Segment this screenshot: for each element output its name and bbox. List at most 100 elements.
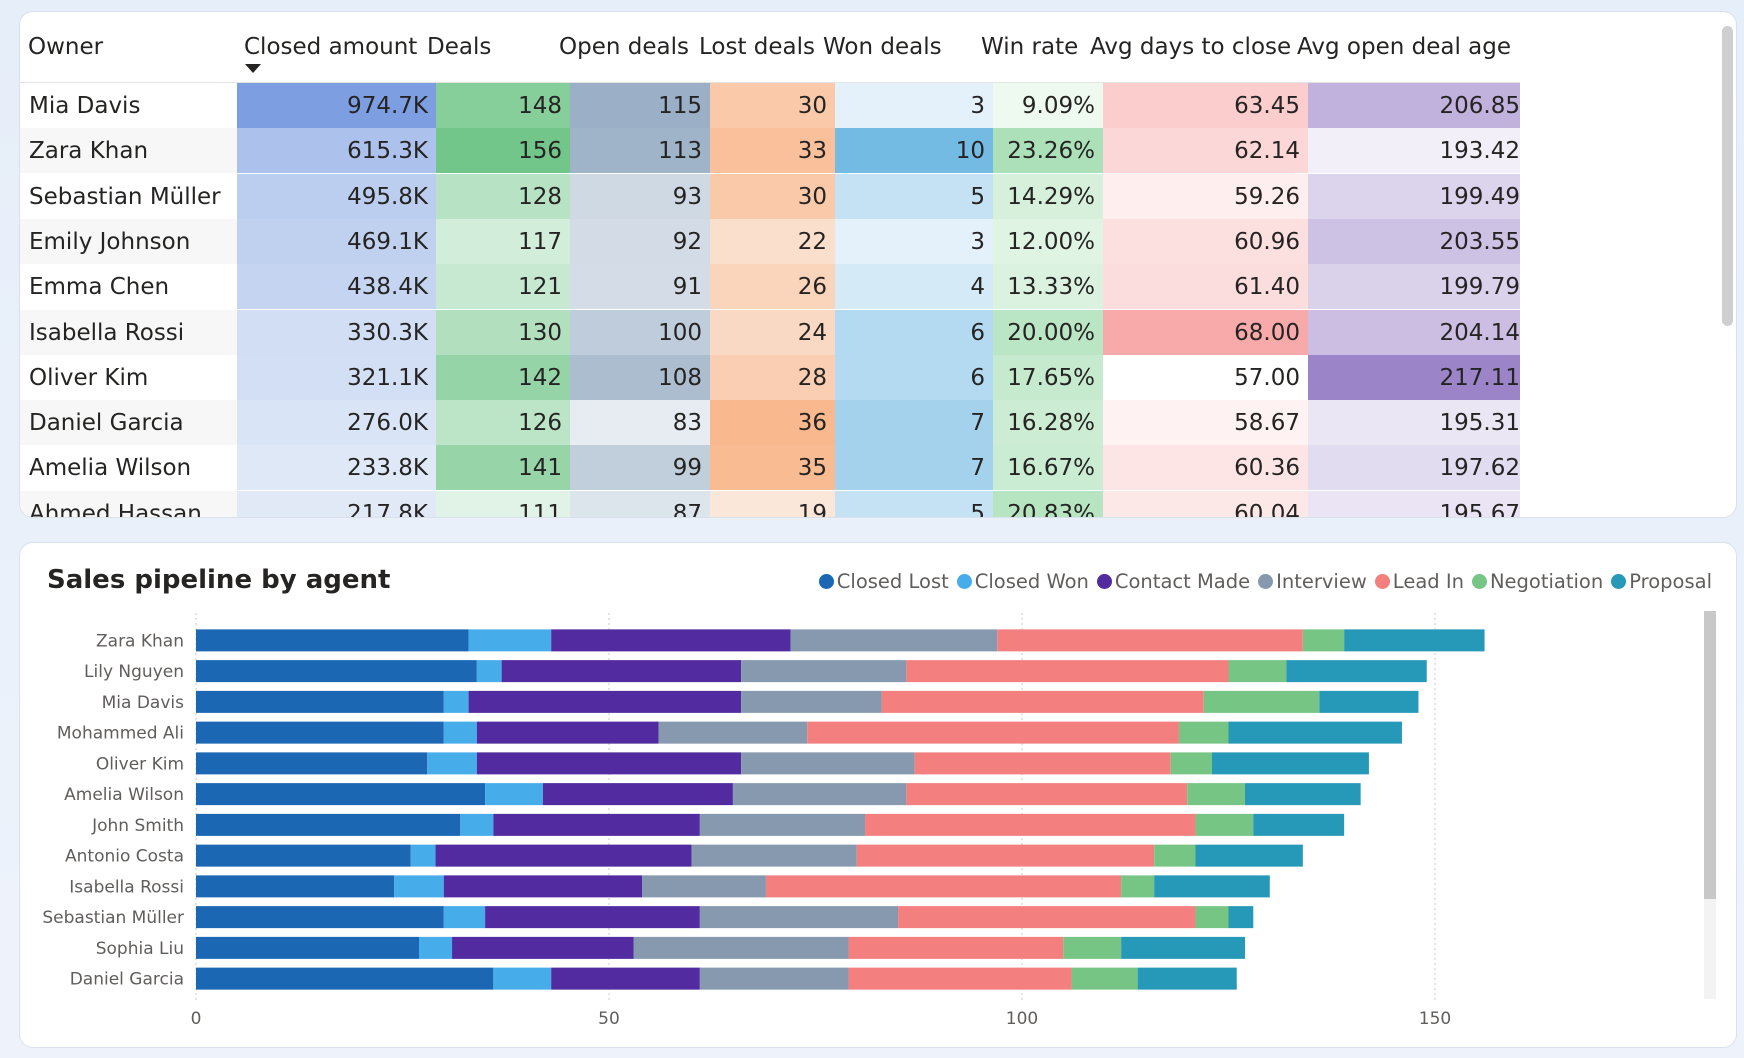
bar-segment-closed-won[interactable] — [468, 629, 552, 652]
column-header-win-rate[interactable]: Win rate — [981, 34, 1079, 60]
column-header-lost[interactable]: Lost deals — [699, 34, 816, 60]
bar-segment-closed-lost[interactable] — [196, 844, 411, 867]
chart-legend[interactable]: Closed Lost Closed Won Contact Made Intervi… — [811, 567, 1712, 595]
bar-segment-proposal[interactable] — [1228, 906, 1254, 929]
bar-segment-negotiation[interactable] — [1170, 752, 1212, 775]
table-body[interactable]: Mia Davis 974.7K 148 115 30 3 9.09% 63.45 206.85… — [20, 82, 1520, 517]
bar-segment-interview[interactable] — [741, 752, 915, 775]
bar-segment-negotiation[interactable] — [1228, 660, 1287, 683]
bar-segment-closed-won[interactable] — [493, 967, 552, 990]
bar-segment-closed-won[interactable] — [476, 660, 502, 683]
bar-segment-contact-made[interactable] — [452, 936, 634, 959]
bar-segment-lead-in[interactable] — [898, 906, 1196, 929]
bar-segment-proposal[interactable] — [1137, 967, 1237, 990]
bar-segment-closed-won[interactable] — [460, 813, 494, 836]
bar-segment-negotiation[interactable] — [1063, 936, 1122, 959]
bar-segment-closed-won[interactable] — [419, 936, 453, 959]
sort-descending-icon[interactable] — [245, 64, 261, 73]
column-header-owner[interactable]: Owner — [28, 34, 104, 60]
chart-scrollbar-thumb[interactable] — [1704, 611, 1716, 899]
bar-segment-lead-in[interactable] — [906, 660, 1229, 683]
column-header-open-age[interactable]: Avg open deal age — [1297, 34, 1512, 60]
bar-segment-interview[interactable] — [741, 660, 907, 683]
table-row[interactable]: Mia Davis 974.7K 148 115 30 3 9.09% 63.45 206.85 — [20, 83, 1520, 128]
bar-segment-contact-made[interactable] — [485, 906, 700, 929]
bar-segment-closed-lost[interactable] — [196, 752, 428, 775]
bar-segment-contact-made[interactable] — [443, 875, 643, 898]
bar-segment-proposal[interactable] — [1195, 844, 1303, 867]
bar-segment-closed-lost[interactable] — [196, 906, 444, 929]
column-header-deals[interactable]: Deals — [427, 34, 492, 60]
bar-segment-contact-made[interactable] — [551, 967, 700, 990]
bar-segment-contact-made[interactable] — [476, 721, 659, 744]
bar-segment-closed-lost[interactable] — [196, 813, 461, 836]
bar-segment-interview[interactable] — [642, 875, 766, 898]
table-row[interactable]: Amelia Wilson 233.8K 141 99 35 7 16.67% 60.36 19… — [20, 445, 1520, 491]
bar-segment-closed-lost[interactable] — [196, 783, 486, 806]
bar-segment-closed-lost[interactable] — [196, 629, 469, 652]
bar-segment-lead-in[interactable] — [914, 752, 1171, 775]
legend-item-closed-won[interactable]: Closed Won — [956, 570, 1089, 593]
bar-segment-lead-in[interactable] — [881, 690, 1204, 713]
bar-segment-negotiation[interactable] — [1154, 844, 1196, 867]
bar-segment-interview[interactable] — [699, 967, 849, 990]
bar-segment-lead-in[interactable] — [865, 813, 1196, 836]
bar-segment-lead-in[interactable] — [807, 721, 1179, 744]
column-header-closed[interactable]: Closed amount — [244, 34, 418, 60]
bar-segment-lead-in[interactable] — [856, 844, 1155, 867]
bar-segment-lead-in[interactable] — [848, 967, 1072, 990]
table-scrollbar-thumb[interactable] — [1722, 26, 1733, 326]
table-row[interactable]: Daniel Garcia 276.0K 126 83 36 7 16.28% 58.67 19… — [20, 400, 1520, 446]
bar-segment-interview[interactable] — [741, 690, 882, 713]
bar-segment-negotiation[interactable] — [1187, 783, 1246, 806]
table-row[interactable]: Ahmed Hassan 217.8K 111 87 19 5 20.83% 60.04 195… — [20, 490, 1520, 517]
bar-segment-proposal[interactable] — [1319, 690, 1419, 713]
table-row[interactable]: Zara Khan 615.3K 156 113 33 10 23.26% 62.14 193.… — [20, 128, 1520, 174]
bar-segment-negotiation[interactable] — [1121, 875, 1155, 898]
bar-segment-lead-in[interactable] — [848, 936, 1064, 959]
bar-segment-closed-lost[interactable] — [196, 660, 477, 683]
bar-segment-interview[interactable] — [732, 783, 907, 806]
bar-segment-lead-in[interactable] — [906, 783, 1188, 806]
bar-segment-proposal[interactable] — [1121, 936, 1246, 959]
table-scrollbar[interactable] — [1720, 12, 1736, 517]
bar-segment-interview[interactable] — [790, 629, 998, 652]
bar-segment-contact-made[interactable] — [435, 844, 692, 867]
legend-item-contact-made[interactable]: Contact Made — [1096, 570, 1250, 593]
table-row[interactable]: Emma Chen 438.4K 121 91 26 4 13.33% 61.40 199.79 — [20, 264, 1520, 310]
bar-segment-closed-won[interactable] — [443, 690, 469, 713]
column-header-open[interactable]: Open deals — [559, 34, 689, 60]
table-row[interactable]: Sebastian Müller 495.8K 128 93 30 5 14.29% 59.2… — [20, 173, 1520, 219]
bar-segment-negotiation[interactable] — [1195, 906, 1229, 929]
bar-segment-proposal[interactable] — [1286, 660, 1427, 683]
bar-segment-interview[interactable] — [699, 813, 866, 836]
bar-segment-lead-in[interactable] — [997, 629, 1303, 652]
bar-segment-interview[interactable] — [658, 721, 808, 744]
bar-segment-proposal[interactable] — [1344, 629, 1485, 652]
bar-segment-interview[interactable] — [699, 906, 899, 929]
legend-item-negotiation[interactable]: Negotiation — [1471, 570, 1603, 593]
bar-segment-closed-lost[interactable] — [196, 690, 444, 713]
legend-item-lead-in[interactable]: Lead In — [1374, 570, 1464, 593]
bar-segment-negotiation[interactable] — [1071, 967, 1138, 990]
bar-segment-contact-made[interactable] — [476, 752, 742, 775]
bar-segment-closed-lost[interactable] — [196, 936, 420, 959]
bar-segment-proposal[interactable] — [1228, 721, 1402, 744]
bar-segment-negotiation[interactable] — [1178, 721, 1229, 744]
bar-segment-closed-won[interactable] — [443, 721, 477, 744]
bar-segment-interview[interactable] — [691, 844, 857, 867]
bar-segment-closed-lost[interactable] — [196, 967, 494, 990]
table-row[interactable]: Oliver Kim 321.1K 142 108 28 6 17.65% 57.00 217.… — [20, 354, 1520, 400]
bar-segment-contact-made[interactable] — [493, 813, 700, 836]
bar-segment-negotiation[interactable] — [1195, 813, 1254, 836]
bar-segment-contact-made[interactable] — [551, 629, 791, 652]
table-row[interactable]: Isabella Rossi 330.3K 130 100 24 6 20.00% 68.00… — [20, 309, 1520, 355]
legend-item-proposal[interactable]: Proposal — [1611, 570, 1712, 593]
bar-segment-contact-made[interactable] — [468, 690, 742, 713]
bar-segment-negotiation[interactable] — [1203, 690, 1320, 713]
bar-segment-closed-lost[interactable] — [196, 875, 395, 898]
bar-segment-closed-won[interactable] — [427, 752, 477, 775]
bar-segment-closed-won[interactable] — [485, 783, 543, 806]
bar-segment-proposal[interactable] — [1211, 752, 1369, 775]
table-row[interactable]: Emily Johnson 469.1K 117 92 22 3 12.00% 60.96 20… — [20, 218, 1520, 264]
